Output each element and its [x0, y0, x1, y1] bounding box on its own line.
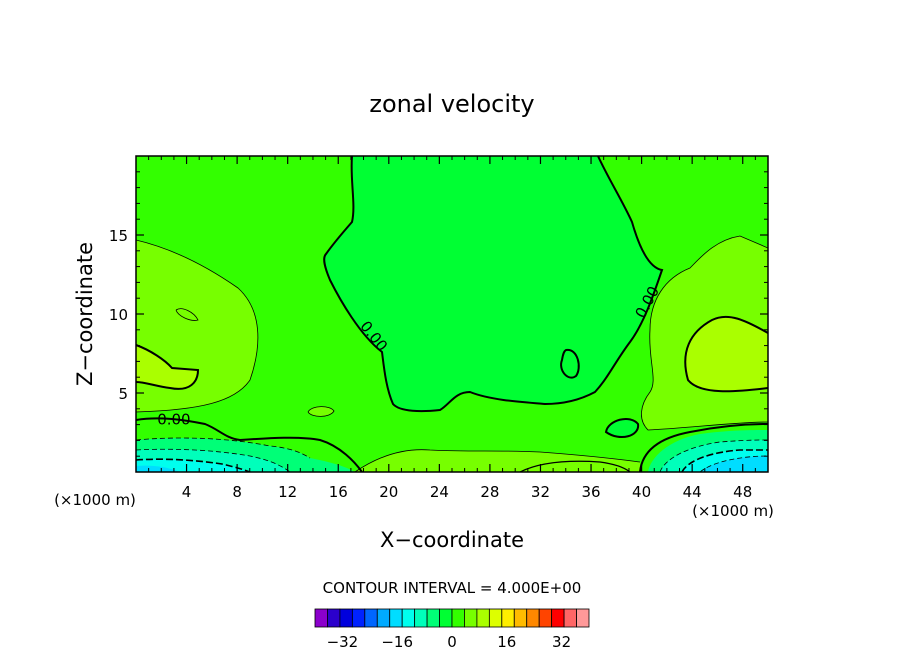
colorbar-swatch	[513, 608, 528, 628]
colorbar-swatch	[364, 608, 378, 628]
colorbar-swatch	[451, 608, 465, 628]
colorbar-swatch	[538, 608, 553, 628]
contour-line-central	[323, 156, 664, 413]
contour-line-zero-bottom	[136, 417, 363, 472]
contour-line-island	[175, 308, 199, 321]
x-tick-label: 36	[581, 483, 600, 501]
x-tick-label: 48	[733, 483, 752, 501]
contour-line-strong-left	[136, 344, 200, 390]
x-tick-label: 8	[232, 483, 242, 501]
x-tick-label: 32	[531, 483, 550, 501]
colorbar-swatch	[476, 608, 490, 628]
y-tick-label: 10	[109, 306, 128, 324]
y-axis-label: Z−coordinate	[73, 242, 97, 386]
x-tick-label: 28	[480, 483, 499, 501]
x-axis: 4 8 12 16 20 24 28 32 36 40 44 48	[148, 156, 756, 501]
contour-line-bottom-strip-2	[519, 460, 631, 472]
positive-zone-bottom	[355, 449, 640, 472]
colorbar-swatch	[488, 608, 503, 628]
colorbar-tick-label: −16	[381, 633, 413, 651]
contour-line-negative-left-2	[136, 448, 291, 472]
central-blob	[560, 348, 580, 379]
contour-interval-label: CONTOUR INTERVAL = 4.000E+00	[323, 579, 582, 597]
chart-title: zonal velocity	[369, 90, 534, 118]
contour-lines	[136, 156, 768, 472]
x-tick-label: 24	[430, 483, 449, 501]
x-unit-right: (×1000 m)	[692, 502, 774, 520]
colorbar-swatch	[464, 608, 478, 628]
colorbar-ticks: −32 −16 0 16 32	[327, 633, 572, 651]
colorbar-swatch	[551, 608, 565, 628]
strong-positive-zone-left	[136, 345, 198, 389]
colorbar-swatch	[526, 608, 540, 628]
colorbar-swatch	[389, 608, 403, 628]
colorbar-swatch	[376, 608, 391, 628]
colorbar-swatch	[439, 608, 453, 628]
colorbar-swatch	[501, 608, 515, 628]
contour-line-zero-right-bottom	[639, 423, 768, 472]
colorbar	[314, 608, 590, 628]
colorbar-swatch	[426, 608, 440, 628]
colorbar-swatch	[401, 608, 416, 628]
colorbar-tick-label: 16	[497, 633, 516, 651]
contour-line-patch	[307, 406, 335, 417]
central-zone	[324, 156, 662, 412]
x-tick-label: 4	[182, 483, 192, 501]
x-axis-label: X−coordinate	[380, 528, 524, 552]
positive-patch	[308, 406, 334, 417]
x-tick-label: 20	[379, 483, 398, 501]
contour-line-strong-right	[684, 315, 768, 393]
colorbar-swatch	[576, 608, 590, 628]
colorbar-swatch	[327, 608, 341, 628]
colorbar-swatch	[414, 608, 428, 628]
contour-line-negative-left-3	[136, 458, 251, 472]
negative-zone-left-4	[136, 465, 180, 472]
x-tick-label: 16	[329, 483, 348, 501]
y-tick-label: 15	[109, 227, 128, 245]
right-small-blob	[604, 417, 640, 439]
contour-line-negative-right-1	[659, 439, 768, 472]
colorbar-tick-label: 0	[447, 633, 457, 651]
x-tick-label: 40	[632, 483, 651, 501]
contour-line-negative-left-1	[136, 437, 311, 459]
contour-field	[136, 156, 768, 472]
colorbar-swatch	[314, 608, 328, 628]
y-axis: 5 10 15	[109, 171, 768, 457]
x-tick-label: 12	[278, 483, 297, 501]
colorbar-swatch	[563, 608, 577, 628]
contour-label: 0.00	[157, 411, 190, 429]
x-tick-label: 44	[683, 483, 702, 501]
colorbar-tick-label: 32	[552, 633, 571, 651]
contour-line-bottom-strip	[354, 449, 641, 472]
colorbar-swatch	[351, 608, 366, 628]
contour-line-positive-left	[136, 239, 259, 413]
contour-line-positive-right	[641, 235, 768, 431]
x-unit-left: (×1000 m)	[54, 491, 136, 509]
colorbar-tick-label: −32	[327, 633, 359, 651]
contour-line-negative-right-2	[681, 449, 768, 472]
strong-positive-zone-right	[685, 316, 768, 392]
y-tick-label: 5	[118, 385, 128, 403]
colorbar-swatch	[339, 608, 353, 628]
contour-line-negative-right-3	[699, 455, 768, 472]
